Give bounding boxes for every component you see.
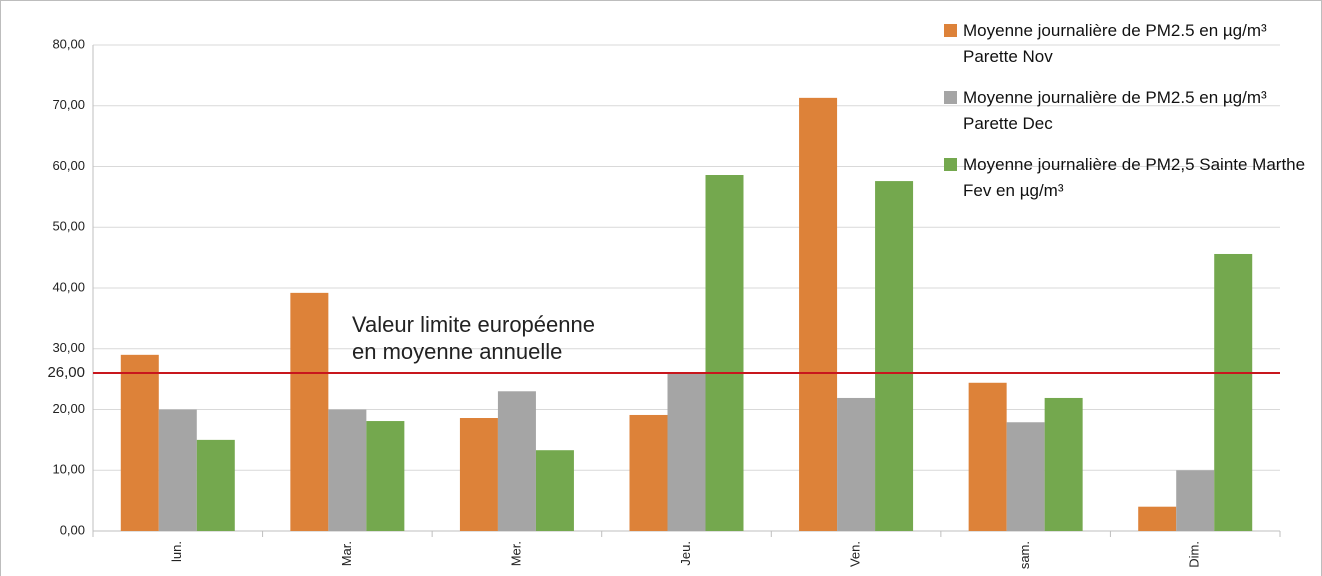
bar <box>1006 422 1045 531</box>
y-tick-label: 70,00 <box>52 97 85 112</box>
y-tick-label: 20,00 <box>52 401 85 416</box>
bar <box>196 439 235 531</box>
bar <box>1176 470 1215 531</box>
bar <box>799 97 838 531</box>
legend-item: Moyenne journalière de PM2,5 Sainte Mart… <box>944 152 1314 204</box>
bar <box>1044 397 1083 531</box>
y-tick-label: 40,00 <box>52 279 85 294</box>
reference-label: 26,00 <box>47 364 85 381</box>
x-tick-label: Ven. <box>848 541 863 567</box>
y-tick-label: 10,00 <box>52 462 85 477</box>
annotation: Valeur limite européenne <box>352 312 595 337</box>
bar <box>667 373 706 531</box>
x-tick-label: Dim. <box>1187 541 1202 568</box>
bar <box>290 292 329 531</box>
annotation: en moyenne annuelle <box>352 339 562 364</box>
legend-label: Moyenne journalière de PM2,5 Sainte Mart… <box>963 155 1306 200</box>
legend-label: Moyenne journalière de PM2.5 en µg/m³ Pa… <box>963 21 1267 66</box>
y-tick-label: 60,00 <box>52 158 85 173</box>
bar <box>875 181 914 531</box>
legend-item: Moyenne journalière de PM2.5 en µg/m³ Pa… <box>944 18 1314 70</box>
bar <box>629 414 668 531</box>
x-tick-label: lun. <box>169 541 184 562</box>
bar <box>1214 253 1253 532</box>
x-tick-label: Mar. <box>339 541 354 566</box>
bar <box>837 397 876 531</box>
bar <box>535 450 574 531</box>
legend-swatch <box>944 24 957 37</box>
x-tick-label: Jeu. <box>678 541 693 566</box>
bar <box>1138 506 1177 531</box>
bar <box>968 382 1007 531</box>
bar <box>705 175 744 531</box>
y-tick-label: 30,00 <box>52 340 85 355</box>
bar <box>158 409 197 531</box>
y-tick-label: 0,00 <box>60 522 85 537</box>
bar <box>497 391 536 531</box>
bar <box>120 354 159 531</box>
x-tick-label: Mer. <box>508 541 523 566</box>
y-tick-label: 80,00 <box>52 36 85 51</box>
legend-item: Moyenne journalière de PM2.5 en µg/m³ Pa… <box>944 85 1314 137</box>
x-tick-label: sam. <box>1017 541 1032 569</box>
legend: Moyenne journalière de PM2.5 en µg/m³ Pa… <box>944 18 1314 219</box>
legend-label: Moyenne journalière de PM2.5 en µg/m³ Pa… <box>963 88 1267 133</box>
y-tick-label: 50,00 <box>52 219 85 234</box>
bar <box>328 409 367 531</box>
bar <box>459 418 498 531</box>
bar <box>366 421 405 531</box>
legend-swatch <box>944 91 957 104</box>
legend-swatch <box>944 158 957 171</box>
